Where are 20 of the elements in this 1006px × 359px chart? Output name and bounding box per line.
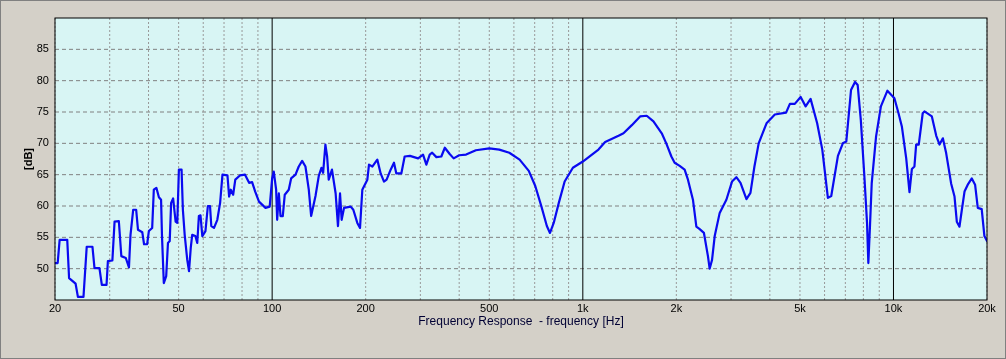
x-tick-label: 10k — [884, 302, 903, 314]
x-tick-label: 20 — [48, 302, 62, 314]
x-tick-label: 50 — [172, 302, 185, 314]
y-axis-title: [dB] — [22, 147, 34, 170]
x-tick-label: 500 — [480, 302, 499, 314]
y-tick-label: 80 — [36, 73, 49, 86]
y-tick-label: 50 — [36, 261, 49, 274]
y-tick-label: 55 — [36, 230, 49, 243]
y-tick-label: 70 — [36, 136, 49, 149]
y-tick-label: 65 — [36, 167, 49, 180]
y-tick-label: 60 — [36, 198, 49, 211]
x-tick-label: 5k — [794, 302, 807, 314]
x-tick-label: 200 — [356, 302, 375, 314]
y-tick-label: 75 — [36, 104, 49, 117]
y-tick-label: 85 — [36, 42, 49, 55]
x-tick-label: 20k — [978, 302, 997, 314]
x-tick-label: 2k — [670, 302, 683, 314]
x-axis-title: Frequency Response - frequency [Hz] — [418, 314, 624, 328]
x-tick-label: 100 — [262, 302, 282, 314]
x-tick-label: 1k — [577, 302, 590, 314]
